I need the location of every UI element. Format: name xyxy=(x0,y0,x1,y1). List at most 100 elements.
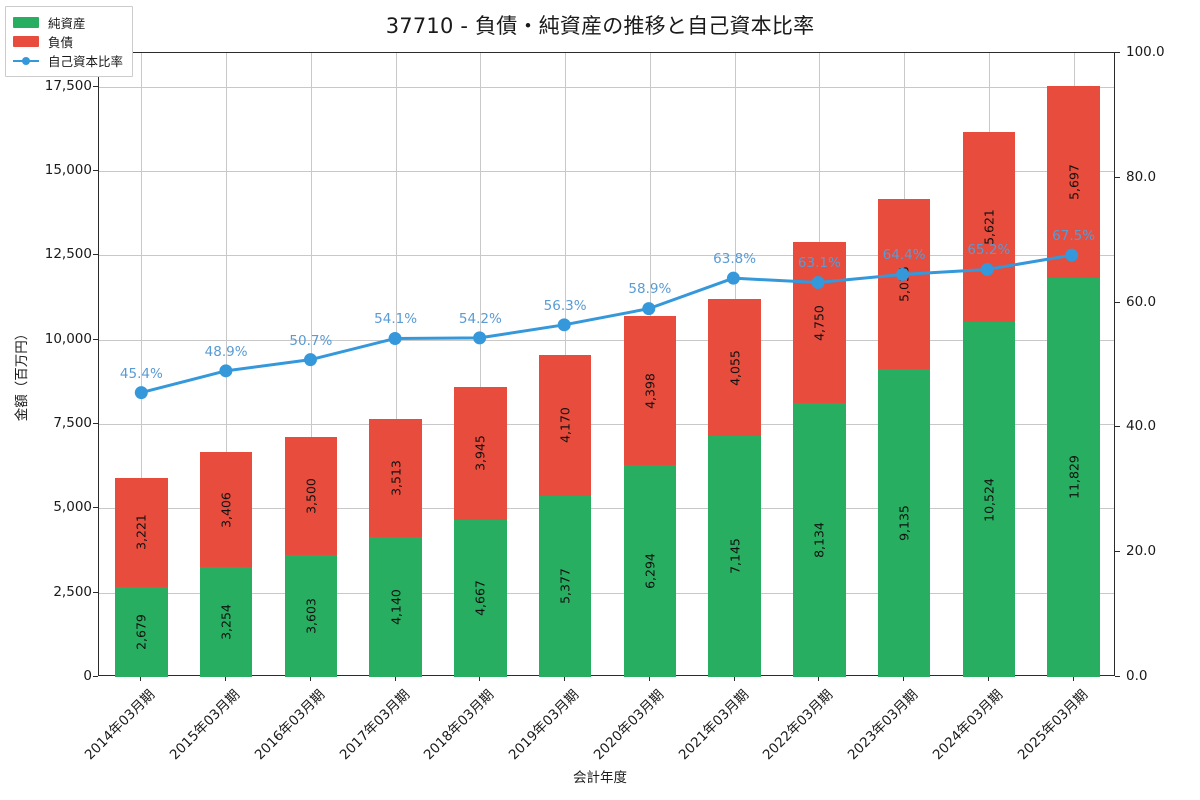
ratio-line-marker[interactable] xyxy=(134,386,148,400)
bar-segment-equity[interactable]: 7,145 xyxy=(708,436,761,677)
x-axis-tick-label: 2015年03月期 xyxy=(166,686,244,764)
bar-segment-liabilities[interactable]: 3,513 xyxy=(369,418,422,538)
plot-area: 2,679 3,221 3,254 3,406 3,603 3,500 4,140 3,513… xyxy=(98,52,1115,677)
legend-item[interactable]: 負債 xyxy=(13,32,123,51)
y-axis-left-tick-mark xyxy=(93,254,98,256)
bar-segment-equity[interactable]: 4,140 xyxy=(369,537,422,677)
legend-swatch-icon xyxy=(13,17,39,28)
ratio-data-label: 65.2% xyxy=(967,242,1011,259)
x-axis-tick-mark xyxy=(225,676,227,681)
ratio-data-label: 67.5% xyxy=(1052,227,1096,244)
bar-segment-liabilities[interactable]: 5,621 xyxy=(962,132,1016,323)
x-axis-tick-label: 2014年03月期 xyxy=(82,686,159,764)
chart-title: 37710 - 負債・純資産の推移と自己資本比率 xyxy=(385,14,815,38)
y-axis-left-tick-label: 0 xyxy=(83,668,92,684)
x-axis-tick-mark xyxy=(309,676,311,681)
ratio-data-label: 48.9% xyxy=(204,343,248,360)
legend-item-label: 自己資本比率 xyxy=(48,54,124,69)
y-axis-right-tick-label: 20.0 xyxy=(1126,543,1157,560)
legend[interactable]: 純資産 負債自己資本比率 xyxy=(5,6,134,77)
x-axis-tick-mark xyxy=(733,676,735,681)
x-axis-tick-label: 2024年03月期 xyxy=(929,686,1007,764)
bar-segment-liabilities[interactable]: 3,221 xyxy=(115,477,168,587)
bar-segment-equity[interactable]: 3,254 xyxy=(199,567,253,677)
y-axis-left-tick-mark xyxy=(93,676,98,677)
y-axis-right-tick-label: 100.0 xyxy=(1126,44,1165,60)
ratio-line-marker[interactable] xyxy=(642,302,656,316)
ratio-data-label: 63.8% xyxy=(713,250,757,267)
ratio-line-marker[interactable] xyxy=(811,276,825,290)
ratio-data-label: 56.3% xyxy=(543,297,587,314)
x-axis-tick-label: 2022年03月期 xyxy=(760,686,837,764)
bar-segment-equity[interactable]: 9,135 xyxy=(877,368,931,677)
y-axis-left-tick-label: 7,500 xyxy=(53,415,92,432)
y-axis-left-tick-mark xyxy=(93,507,98,509)
x-axis-tick-mark xyxy=(648,676,650,681)
legend-item-label: 純資産 xyxy=(48,16,86,31)
y-axis-left-tick-mark xyxy=(93,338,98,340)
bar-segment-equity[interactable]: 10,524 xyxy=(962,322,1016,677)
ratio-data-label: 54.2% xyxy=(458,310,502,327)
legend-line-marker-icon xyxy=(13,55,39,66)
x-axis-tick-mark xyxy=(479,676,481,681)
y-axis-right-tick-label: 80.0 xyxy=(1126,168,1157,185)
legend-item[interactable]: 純資産 xyxy=(13,13,123,32)
x-axis-tick-mark xyxy=(140,676,142,681)
ratio-line-path xyxy=(139,253,1074,395)
bar-segment-equity[interactable]: 11,829 xyxy=(1047,278,1100,677)
bar-segment-equity[interactable]: 6,294 xyxy=(623,464,677,677)
ratio-line-marker[interactable] xyxy=(303,353,317,367)
bar-segment-liabilities[interactable]: 5,035 xyxy=(877,199,931,369)
gridline-vertical xyxy=(141,53,143,675)
bar-segment-equity[interactable]: 3,603 xyxy=(284,555,338,677)
y-axis-right-tick-label: 0.0 xyxy=(1126,668,1148,684)
x-axis-tick-label: 2023年03月期 xyxy=(844,686,922,764)
y-axis-left-tick-label: 5,000 xyxy=(53,499,92,516)
y-axis-right-title: 自己資本比率（%） xyxy=(1196,314,1200,434)
y-axis-left-tick-mark xyxy=(93,591,98,593)
ratio-data-label: 54.1% xyxy=(374,311,418,328)
y-axis-left-tick-label: 15,000 xyxy=(44,162,92,179)
ratio-line-marker[interactable] xyxy=(473,331,487,345)
ratio-data-label: 58.9% xyxy=(628,281,672,298)
y-axis-right-tick-mark xyxy=(1115,676,1120,677)
bar-segment-liabilities[interactable]: 4,398 xyxy=(623,316,677,465)
ratio-line-marker[interactable] xyxy=(1065,248,1079,262)
gridline-vertical xyxy=(226,53,228,675)
bar-segment-liabilities[interactable]: 4,055 xyxy=(708,299,761,436)
x-axis-tick-mark xyxy=(818,676,820,681)
bar-segment-equity[interactable]: 2,679 xyxy=(115,586,168,677)
ratio-line-marker[interactable] xyxy=(726,271,740,285)
bar-segment-liabilities[interactable]: 4,750 xyxy=(793,242,846,403)
bar-segment-liabilities[interactable]: 5,697 xyxy=(1047,85,1100,278)
bar-segment-liabilities[interactable]: 4,170 xyxy=(538,354,592,496)
bar-segment-equity[interactable]: 4,667 xyxy=(454,519,507,677)
ratio-line-marker[interactable] xyxy=(219,364,233,378)
ratio-line-marker[interactable] xyxy=(557,318,571,332)
x-axis-tick-label: 2021年03月期 xyxy=(675,686,752,764)
y-axis-right-tick-mark xyxy=(1115,52,1120,53)
ratio-line-marker[interactable] xyxy=(896,267,910,281)
bar-segment-liabilities[interactable]: 3,406 xyxy=(199,452,253,568)
y-axis-left-tick-label: 12,500 xyxy=(44,246,92,263)
bar-segment-equity[interactable]: 5,377 xyxy=(538,495,592,677)
ratio-line-marker[interactable] xyxy=(388,332,402,345)
y-axis-right-tick-mark xyxy=(1115,551,1120,553)
gridline-horizontal xyxy=(99,255,1114,257)
bar-segment-liabilities[interactable]: 3,500 xyxy=(284,437,338,556)
gridline-vertical xyxy=(480,53,482,675)
gridline-horizontal xyxy=(99,508,1114,510)
ratio-line-marker[interactable] xyxy=(980,262,994,276)
x-axis-tick-mark xyxy=(1072,676,1074,681)
ratio-data-label: 50.7% xyxy=(289,332,333,349)
legend-swatch-icon xyxy=(13,36,39,47)
gridline-horizontal xyxy=(99,171,1114,173)
bar-segment-liabilities[interactable]: 3,945 xyxy=(454,386,507,520)
ratio-data-label: 45.4% xyxy=(119,365,163,382)
bar-segment-equity[interactable]: 8,134 xyxy=(793,402,846,677)
legend-item[interactable]: 自己資本比率 xyxy=(13,51,123,70)
y-axis-right-tick-label: 60.0 xyxy=(1126,293,1157,310)
x-axis-tick-mark xyxy=(903,676,905,681)
y-axis-left-tick-mark xyxy=(93,170,98,172)
